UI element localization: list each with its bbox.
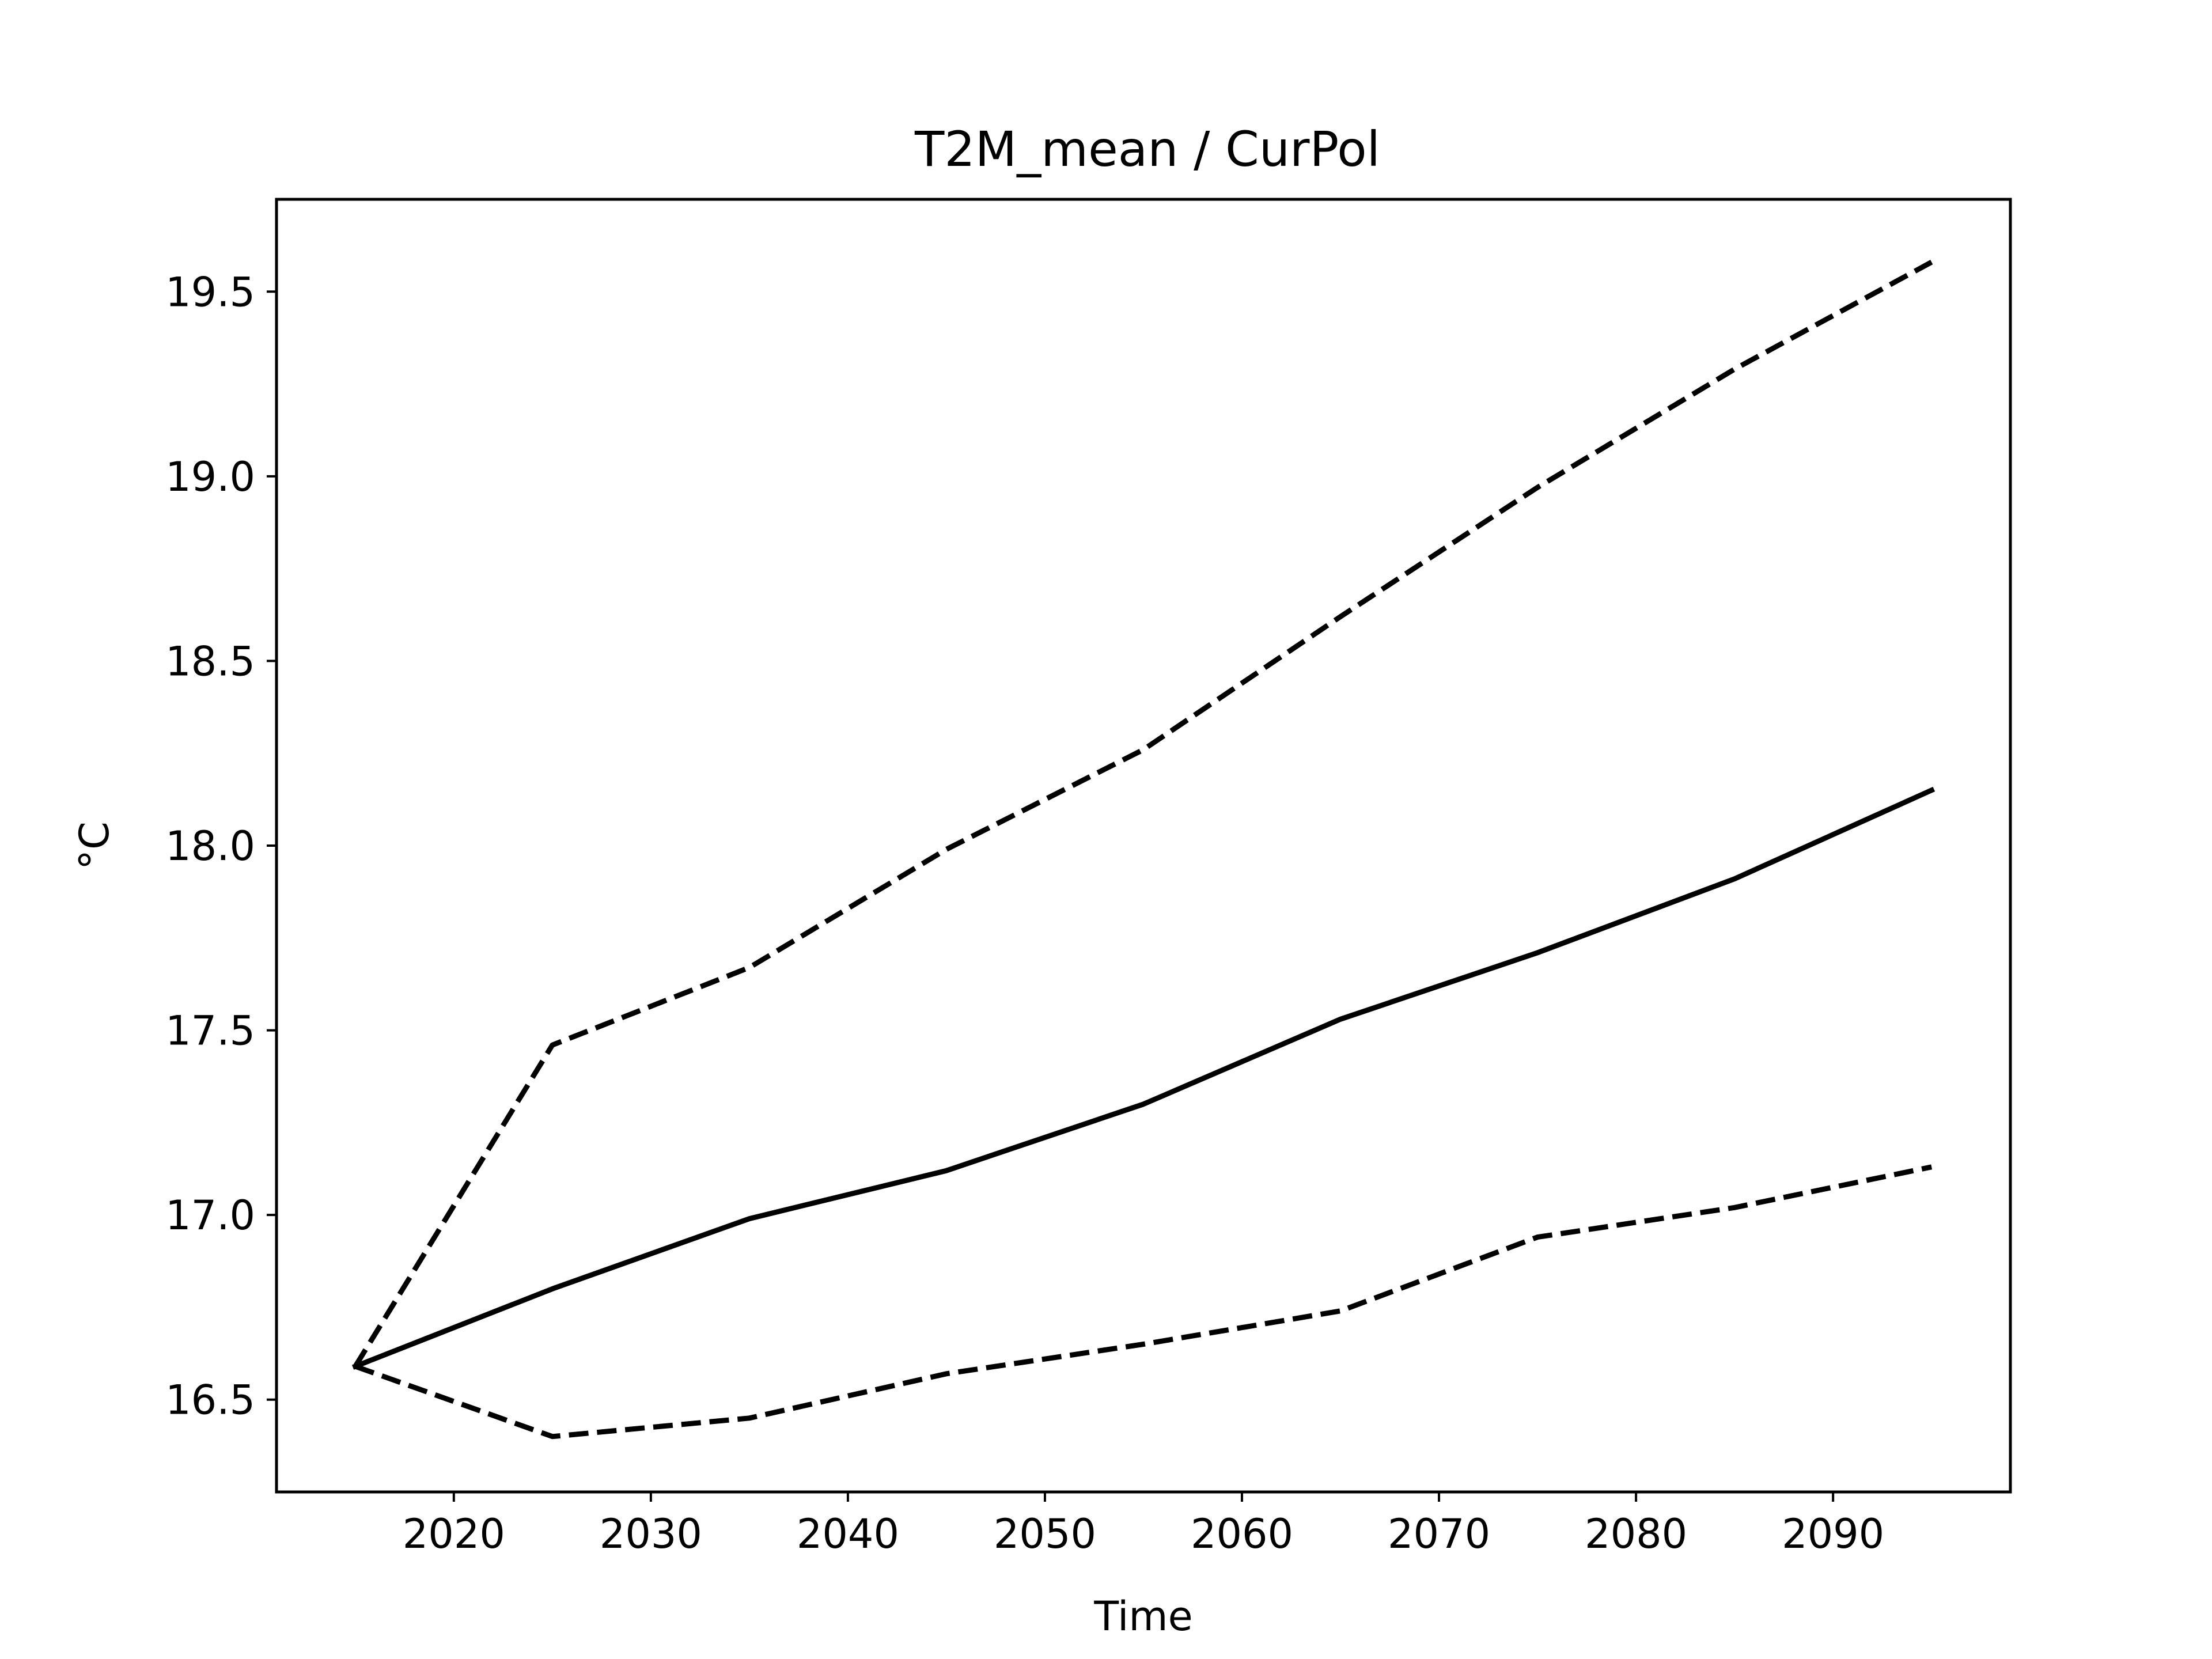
x-axis-label: Time [1093, 1593, 1192, 1640]
y-tick-label: 17.5 [165, 1007, 255, 1055]
x-axis: 2020 2030 2040 2050 2060 2070 2080 2090 [403, 1492, 1884, 1558]
x-tick-label: 2050 [994, 1510, 1096, 1558]
chart-title: T2M_mean / CurPol [914, 121, 1380, 177]
y-tick-label: 19.5 [165, 268, 255, 316]
x-tick-label: 2070 [1388, 1510, 1490, 1558]
x-tick-label: 2040 [797, 1510, 899, 1558]
series-layer [351, 260, 1936, 1440]
x-tick-label: 2090 [1782, 1510, 1884, 1558]
y-tick-label: 19.0 [165, 453, 255, 501]
dashed-series-line-2 [353, 260, 1933, 1368]
y-axis: 16.5 17.0 17.5 18.0 18.5 19.0 19.5 [165, 268, 276, 1424]
plot-frame [275, 198, 2012, 1494]
solid-series-line-1 [351, 786, 1936, 1370]
y-tick-label: 16.5 [165, 1377, 255, 1424]
x-tick-label: 2080 [1585, 1510, 1687, 1558]
dashed-series-line-3 [354, 1164, 1933, 1440]
y-axis-label: °C [71, 821, 118, 870]
y-tick-label: 18.5 [165, 638, 255, 685]
y-tick-label: 18.0 [165, 823, 255, 870]
y-tick-label: 17.0 [165, 1192, 255, 1239]
x-tick-label: 2060 [1191, 1510, 1293, 1558]
x-tick-label: 2030 [600, 1510, 702, 1558]
x-tick-label: 2020 [403, 1510, 505, 1558]
